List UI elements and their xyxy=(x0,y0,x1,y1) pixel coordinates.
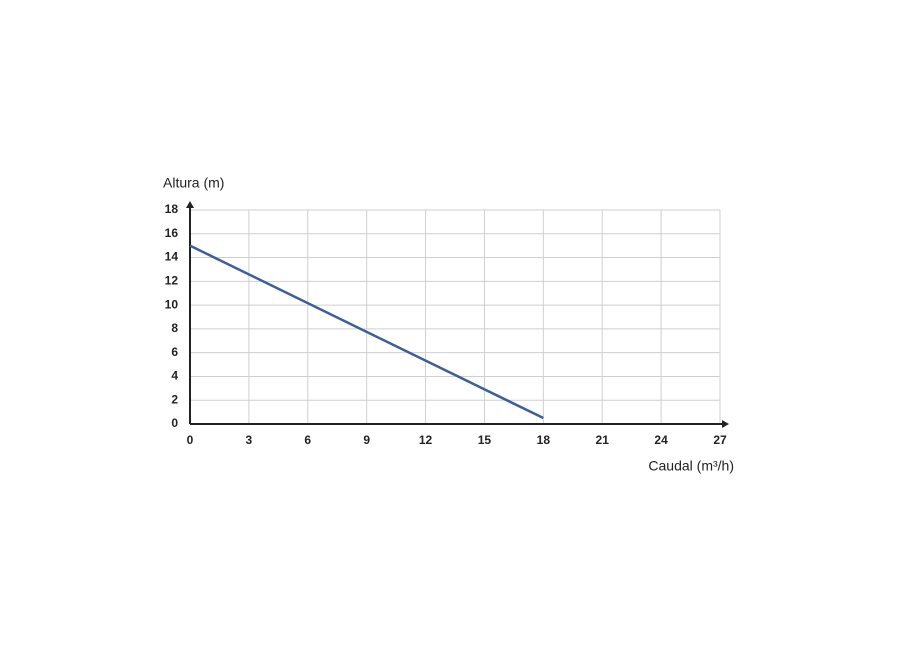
y-tick-label: 6 xyxy=(171,345,178,359)
y-tick-label: 14 xyxy=(165,250,179,264)
x-tick-label: 15 xyxy=(478,433,492,447)
x-tick-label: 27 xyxy=(713,433,727,447)
x-tick-label: 12 xyxy=(419,433,433,447)
x-tick-label: 18 xyxy=(537,433,551,447)
x-axis-arrow xyxy=(722,420,729,428)
line xyxy=(189,244,544,420)
y-tick-label: 10 xyxy=(165,297,179,311)
y-tick-label: 18 xyxy=(165,202,179,216)
x-tick-label: 9 xyxy=(363,433,370,447)
x-tick-label: 21 xyxy=(596,433,610,447)
x-axis-title: Caudal (m³/h) xyxy=(648,458,734,474)
y-tick-label: 0 xyxy=(171,416,178,430)
x-tick-label: 6 xyxy=(304,433,311,447)
y-axis-title: Altura (m) xyxy=(163,175,224,191)
y-tick-label: 16 xyxy=(165,226,179,240)
x-tick-label: 24 xyxy=(654,433,668,447)
y-axis-arrow xyxy=(186,201,194,208)
y-tick-label: 4 xyxy=(171,369,178,383)
y-tick-label: 8 xyxy=(171,321,178,335)
x-tick-label: 0 xyxy=(187,433,194,447)
x-tick-label: 3 xyxy=(246,433,253,447)
y-tick-label: 12 xyxy=(165,274,179,288)
y-tick-label: 2 xyxy=(171,392,178,406)
